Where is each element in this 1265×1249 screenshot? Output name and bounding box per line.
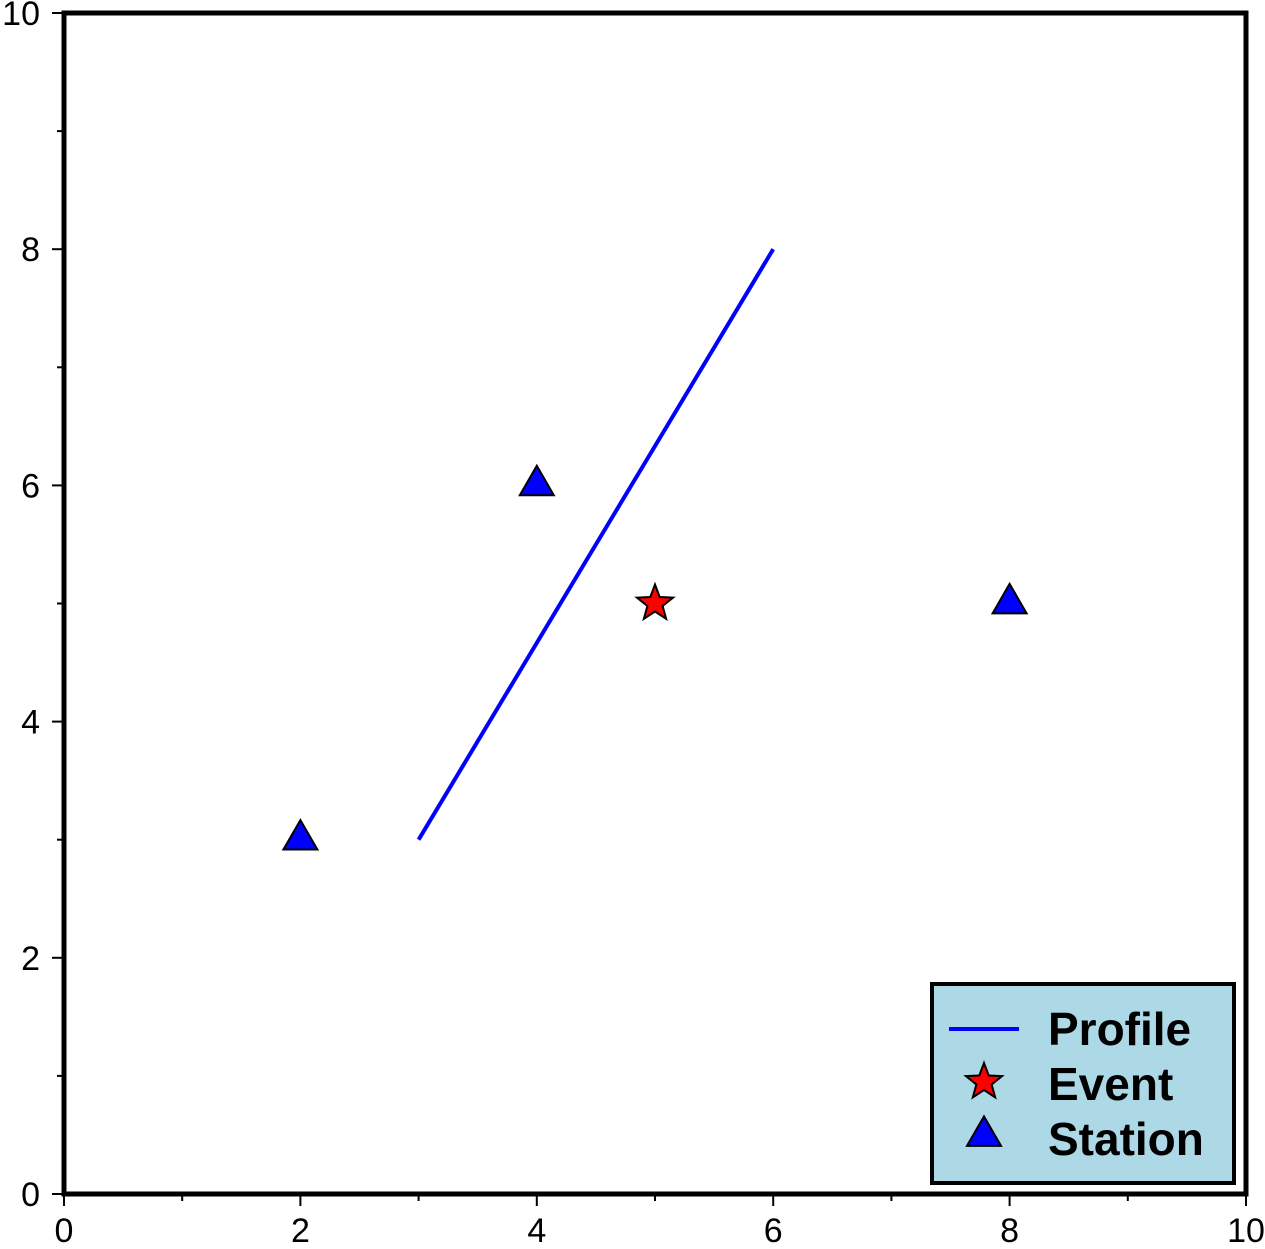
y-tick-label: 8 <box>21 231 40 269</box>
legend-star-symbol <box>963 1060 1005 1100</box>
station-triangle-marker <box>518 463 556 497</box>
series-event <box>634 581 676 622</box>
y-tick-label: 2 <box>21 940 40 978</box>
x-tick-label: 10 <box>1227 1212 1265 1249</box>
legend-label: Profile <box>1048 1003 1191 1055</box>
series-layer <box>281 248 1029 851</box>
station-triangle-marker <box>990 581 1029 615</box>
legend-label: Station <box>1048 1113 1204 1165</box>
plot-frame <box>61 10 1249 1197</box>
x-tick-label: 6 <box>764 1212 783 1249</box>
series-station <box>281 463 1029 851</box>
legend-item-profile: Profile <box>949 1003 1191 1055</box>
legend-triangle-symbol <box>965 1114 1003 1147</box>
y-tick-label: 0 <box>21 1176 40 1214</box>
legend-item-event: Event <box>963 1058 1173 1110</box>
y-tick-label: 10 <box>2 0 40 33</box>
legend-label: Event <box>1048 1058 1173 1110</box>
y-tick-label: 6 <box>21 467 40 505</box>
x-tick-label: 8 <box>1000 1212 1019 1249</box>
legend-item-station: Station <box>965 1113 1204 1165</box>
y-tick-label: 4 <box>21 704 40 742</box>
series-profile <box>416 248 775 841</box>
x-tick-label: 2 <box>291 1212 310 1249</box>
event-star-marker <box>634 581 676 622</box>
x-tick-label: 0 <box>55 1212 74 1249</box>
station-triangle-marker <box>281 818 320 851</box>
profile-line <box>416 248 775 841</box>
x-tick-label: 4 <box>527 1212 546 1249</box>
